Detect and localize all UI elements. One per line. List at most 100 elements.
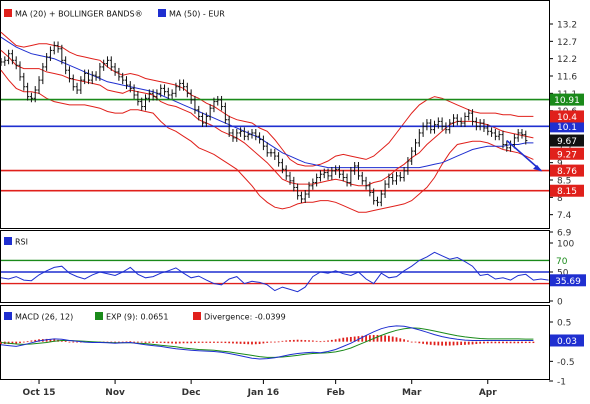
divergence-legend-swatch: [193, 312, 201, 320]
divergence-bar: [532, 341, 535, 344]
price-bar: [14, 56, 18, 70]
price-bar: [67, 66, 72, 83]
price-bar: [406, 157, 410, 175]
price-bar: [326, 168, 330, 180]
price-levels: [1, 98, 549, 192]
macd-path: [0, 325, 534, 360]
divergence-bar: [513, 341, 516, 344]
divergence-bar: [524, 341, 527, 344]
divergence-bar: [15, 341, 18, 345]
divergence-bar: [125, 341, 128, 343]
price-bar: [318, 170, 323, 182]
price-bar: [307, 181, 311, 198]
divergence-bar: [277, 341, 280, 343]
x-tick-label: Jan 16: [247, 388, 280, 398]
price-bar: [193, 95, 197, 114]
price-bar: [383, 180, 387, 198]
price-tick-label: 9.5: [557, 142, 571, 152]
divergence-bar: [296, 339, 299, 342]
price-bar: [223, 102, 227, 124]
divergence-bar: [22, 341, 25, 343]
price-bar: [493, 128, 497, 141]
divergence-bar: [49, 339, 52, 342]
price-bar: [124, 76, 129, 90]
divergence-bar: [410, 341, 413, 343]
x-tick-label: Oct 15: [23, 388, 56, 398]
price-bar: [10, 49, 15, 65]
price-bar: [86, 69, 91, 85]
divergence-bar: [243, 341, 246, 345]
price-bar: [136, 91, 140, 106]
divergence-bar: [148, 341, 151, 343]
price-bar: [322, 168, 326, 179]
divergence-bar: [292, 339, 295, 342]
price-bar: [463, 112, 467, 128]
divergence-bar: [137, 341, 139, 343]
divergence-bar: [30, 340, 33, 342]
price-bar: [356, 162, 361, 180]
divergence-bar: [285, 340, 288, 342]
divergence-bar: [273, 341, 276, 343]
price-tick-label: 8.5: [557, 177, 571, 187]
ma20-legend-label: MA (20) + BOLLINGER BANDS®: [15, 10, 143, 19]
rsi-overbought-label: 70: [556, 257, 568, 267]
price-bar: [56, 41, 60, 53]
divergence-bar: [45, 338, 48, 342]
divergence-bar: [133, 341, 135, 343]
price-bar: [379, 190, 383, 207]
price-bar: [117, 67, 121, 81]
price-bar: [48, 46, 53, 61]
price-bar: [79, 76, 83, 94]
level-tag-1: [550, 120, 584, 133]
value-tag-label-2: 9.27: [557, 150, 577, 160]
price-bar: [200, 112, 205, 128]
divergence-bar: [452, 341, 455, 346]
divergence-bar: [349, 336, 352, 342]
divergence-bar: [171, 341, 174, 344]
price-bar: [94, 71, 98, 81]
divergence-bar: [167, 341, 170, 344]
price-bar: [162, 84, 167, 96]
price-legend: MA (20) + BOLLINGER BANDS® MA (50) - EUR: [4, 9, 225, 19]
divergence-bar: [239, 341, 242, 344]
divergence-bar: [387, 335, 390, 342]
divergence-bar: [380, 334, 383, 342]
divergence-bar: [194, 341, 196, 344]
divergence-bar: [11, 341, 14, 345]
value-tag-1: [550, 134, 584, 147]
price-bar: [520, 128, 524, 139]
price-bar: [432, 120, 437, 134]
divergence-bar: [479, 341, 482, 344]
divergence-bar: [201, 341, 204, 343]
price-bar: [478, 119, 482, 131]
divergence-bar: [304, 340, 307, 342]
price-bar: [75, 82, 79, 94]
divergence-bar: [433, 341, 436, 346]
price-bar: [448, 119, 452, 134]
divergence-bar: [502, 341, 504, 344]
price-bar: [261, 135, 265, 151]
price-bar: [159, 84, 163, 98]
price-bar: [459, 117, 463, 128]
price-tick-label: 6.9: [557, 229, 572, 239]
macd-tick-label: 0.5: [557, 319, 571, 329]
divergence-bar: [117, 341, 120, 343]
rsi-path: [0, 251, 549, 293]
divergence-bar: [68, 341, 71, 343]
price-bar: [181, 79, 186, 91]
price-bar: [212, 97, 216, 113]
divergence-bar: [460, 341, 463, 346]
price-bar: [486, 124, 490, 136]
price-bar: [83, 69, 87, 85]
divergence-bar: [156, 341, 158, 343]
divergence-bar: [521, 341, 523, 344]
rsi-tick-label: 0: [557, 298, 563, 308]
price-bar: [98, 62, 102, 81]
price-tick-label: 13.2: [557, 21, 577, 31]
divergence-bar: [494, 341, 497, 344]
rsi-y-axis: 70 100 50 0: [549, 240, 574, 308]
price-bar: [299, 191, 304, 203]
price-bar: [250, 128, 254, 139]
divergence-bar: [323, 340, 326, 342]
